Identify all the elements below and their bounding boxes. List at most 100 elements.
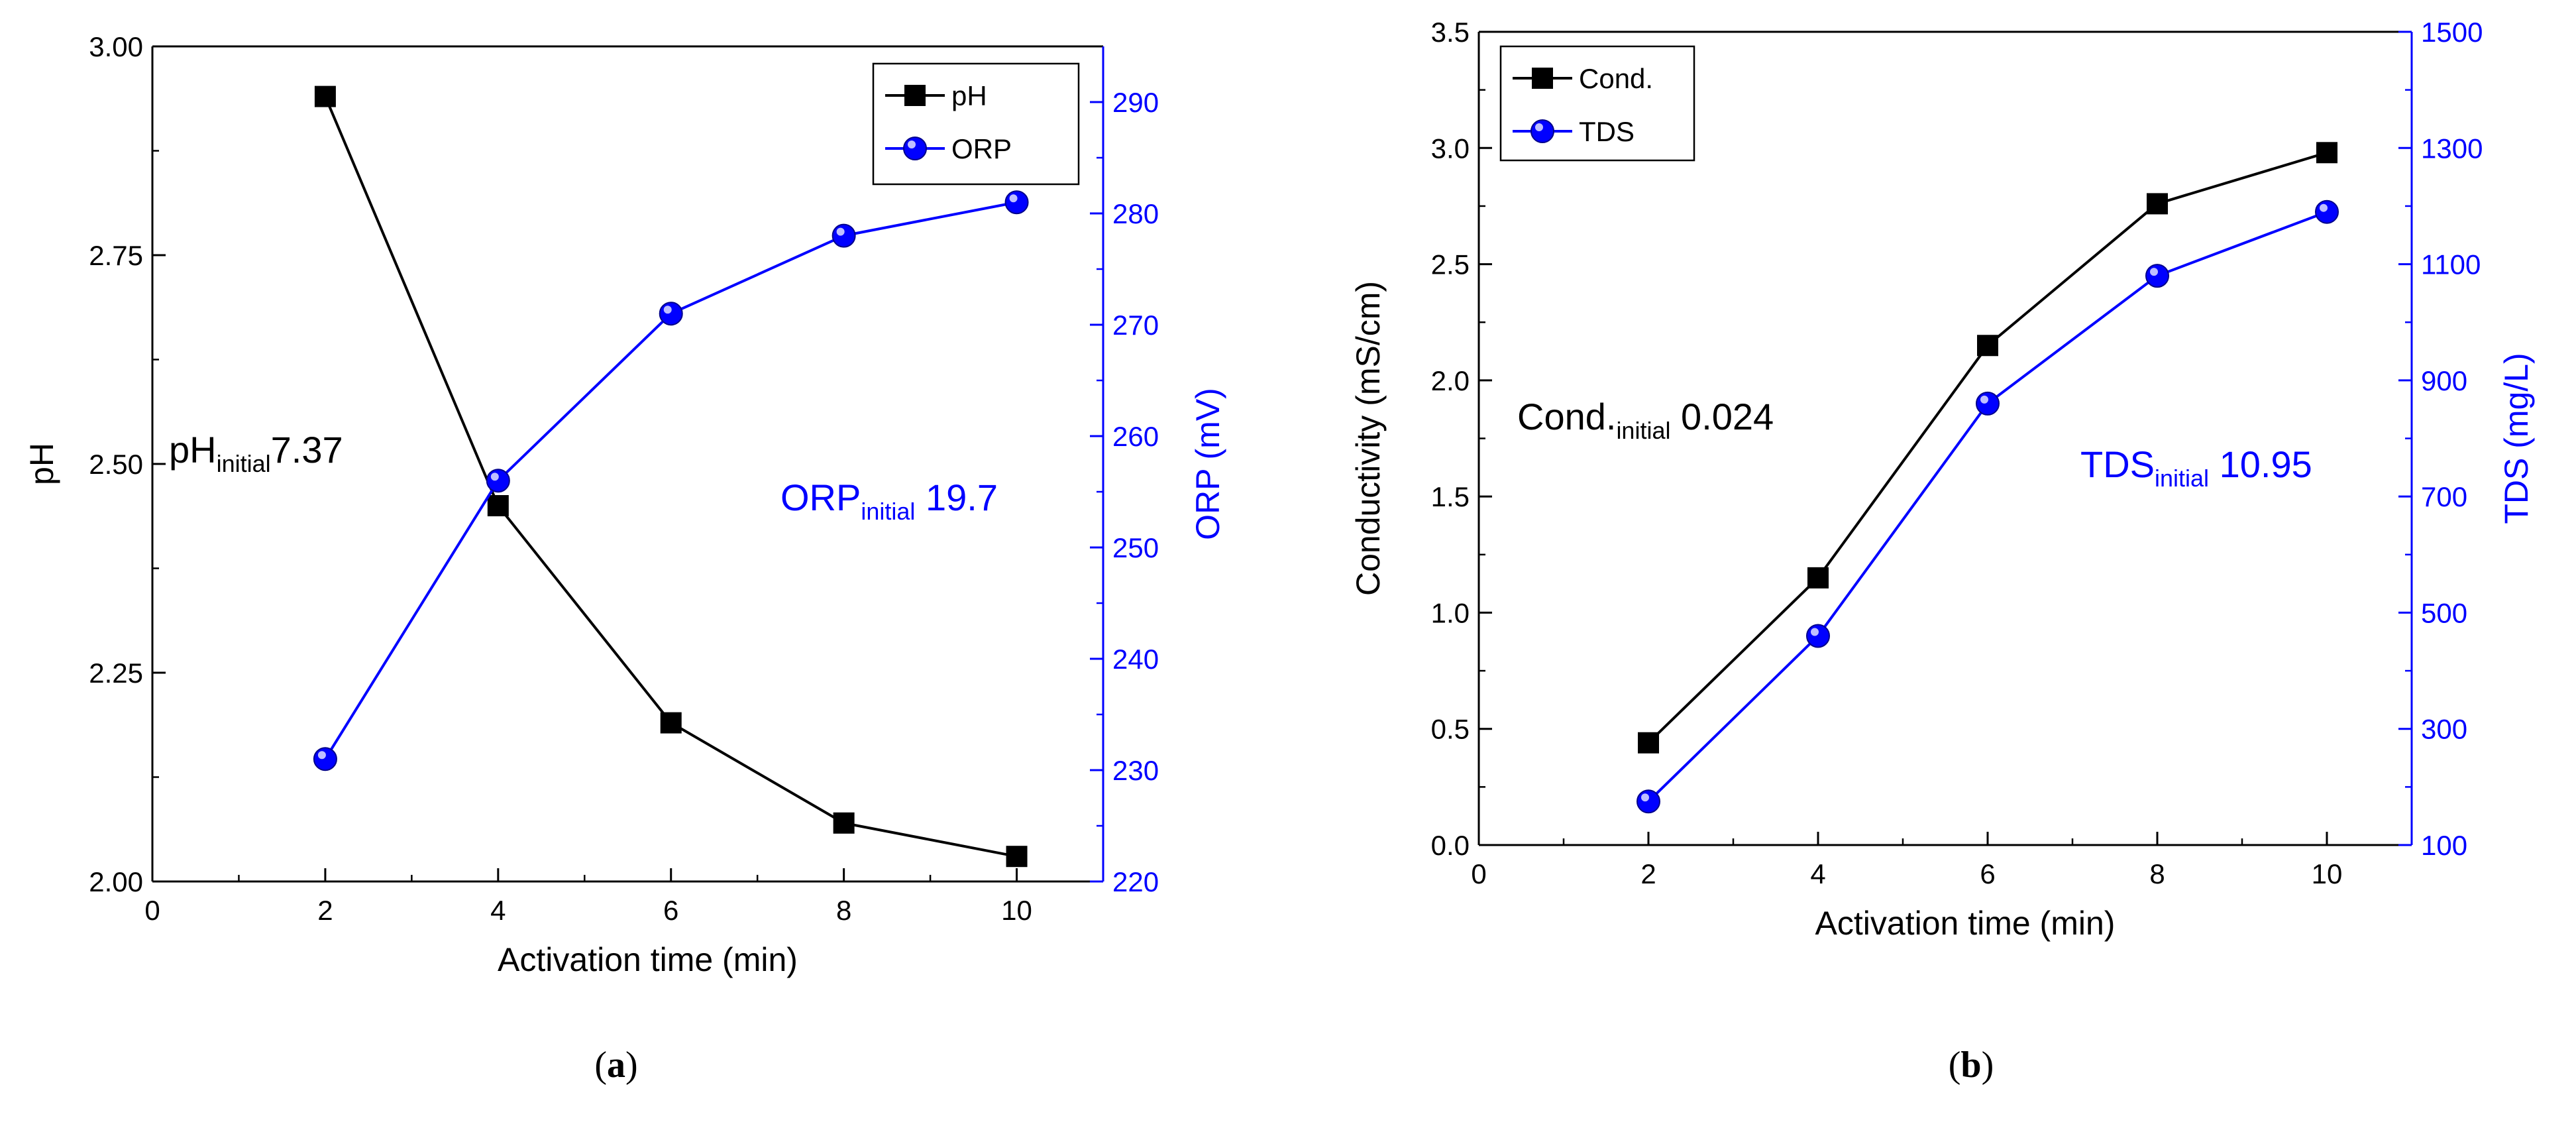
y-axis-title: pH <box>23 443 60 485</box>
data-point-circle <box>1976 391 2000 416</box>
annotation-value: 19.7 <box>915 477 998 518</box>
legend-label: ORP <box>951 133 1012 164</box>
data-point-highlight <box>1980 395 1988 404</box>
panel-label-close: ) <box>1982 1045 1994 1086</box>
y-tick-label: 0.5 <box>1431 714 1470 745</box>
y2-tick-label: 270 <box>1112 310 1159 341</box>
annotation-initial: Cond.initial 0.024 <box>1517 396 1774 444</box>
x-axis-title: Activation time (min) <box>1815 905 2116 942</box>
annotation-subscript: initial <box>1616 417 1670 444</box>
y-tick-label: 1.5 <box>1431 481 1470 512</box>
x-tick-label: 6 <box>1980 858 1995 889</box>
panel-label-close: ) <box>625 1045 638 1086</box>
x-tick-label: 0 <box>1471 858 1486 889</box>
x-tick-label: 2 <box>1640 858 1656 889</box>
panel-label-open: ( <box>1949 1045 1961 1086</box>
y-tick-label: 2.0 <box>1431 365 1470 396</box>
y2-tick-label: 300 <box>2421 714 2467 745</box>
x-tick-label: 8 <box>836 895 851 926</box>
data-point-highlight <box>490 473 499 481</box>
y2-tick-label: 1100 <box>2421 249 2481 280</box>
y-tick-label: 0.0 <box>1431 830 1470 861</box>
legend-box <box>872 62 1080 186</box>
data-point-highlight <box>836 227 845 236</box>
y2-axis-title: ORP (mV) <box>1189 388 1226 540</box>
panel-label: (a) <box>594 1045 637 1086</box>
annotation-main: Cond. <box>1517 396 1616 437</box>
legend-marker-highlight <box>908 141 916 148</box>
data-point-square <box>1638 732 1659 754</box>
data-point-square <box>2316 142 2337 164</box>
data-point-circle <box>832 223 856 248</box>
x-tick-label: 4 <box>490 895 506 926</box>
panel-label-open: ( <box>594 1045 607 1086</box>
y2-tick-label: 230 <box>1112 755 1159 786</box>
chart-panel-a: 0 2 4 6 8 10 2.00 2.25 2.50 2.75 3.00 220 230 240 250 2… <box>23 31 1226 1086</box>
data-point-highlight <box>2320 203 2328 212</box>
y2-tick-label: 290 <box>1112 87 1159 118</box>
panel-label: (b) <box>1949 1045 1994 1086</box>
y2-tick-label: 100 <box>2421 830 2467 861</box>
data-point-square <box>2147 193 2168 215</box>
legend-marker-square <box>904 85 926 106</box>
y-tick-label: 2.00 <box>89 866 143 897</box>
y-tick-label: 3.00 <box>89 31 143 62</box>
x-tick-label: 2 <box>317 895 333 926</box>
y2-tick-label: 280 <box>1112 198 1159 229</box>
data-point-circle <box>486 469 510 493</box>
data-point-square <box>1006 846 1028 868</box>
annotation-value: 0.024 <box>1670 396 1774 437</box>
y2-tick-label: 1500 <box>2421 17 2483 48</box>
annotation-subscript: initial <box>861 498 915 525</box>
y-axis-title: Conductivity (mS/cm) <box>1350 281 1387 596</box>
y2-tick-label: 220 <box>1112 866 1159 897</box>
data-point-square <box>487 495 509 516</box>
series-line-orp <box>324 201 1017 760</box>
x-tick-label: 8 <box>2149 858 2165 889</box>
y-tick-label: 3.0 <box>1431 133 1470 164</box>
y2-tick-label: 500 <box>2421 597 2467 628</box>
y-tick-label: 2.25 <box>89 657 143 689</box>
data-point-highlight <box>1641 793 1649 802</box>
y2-tick-label: 240 <box>1112 644 1159 675</box>
legend-marker-square <box>1532 68 1553 89</box>
y-tick-label: 3.5 <box>1431 17 1470 48</box>
legend-label: TDS <box>1579 116 1635 147</box>
y2-tick-label: 700 <box>2421 481 2467 512</box>
annotation-subscript: initial <box>217 450 271 477</box>
y2-tick-label: 260 <box>1112 421 1159 452</box>
data-point-square <box>314 85 336 107</box>
data-point-highlight <box>1009 194 1018 203</box>
data-point-highlight <box>2150 268 2158 276</box>
data-point-square <box>1977 335 1998 357</box>
data-point-circle <box>313 747 337 771</box>
data-point-circle <box>1806 624 1830 648</box>
data-point-highlight <box>663 306 672 314</box>
x-tick-label: 6 <box>663 895 678 926</box>
data-point-square <box>833 812 855 834</box>
y-tick-label: 2.50 <box>89 449 143 480</box>
y2-tick-label: 1300 <box>2421 133 2483 164</box>
y-tick-label: 2.75 <box>89 240 143 271</box>
annotation-initial: ORPinitial 19.7 <box>780 477 998 525</box>
x-axis-title: Activation time (min) <box>498 941 798 978</box>
panel-label-letter: a <box>607 1045 625 1086</box>
x-tick-label: 10 <box>2312 858 2343 889</box>
data-point-square <box>660 712 682 734</box>
y-tick-label: 1.0 <box>1431 597 1470 628</box>
legend-box <box>1499 45 1695 162</box>
y2-axis-title: TDS (mg/L) <box>2498 353 2535 524</box>
legend-label: pH <box>951 80 987 111</box>
legend-marker-circle <box>903 137 927 160</box>
annotation-value: 10.95 <box>2209 443 2312 485</box>
legend-marker-circle <box>1530 119 1554 143</box>
data-point-highlight <box>1811 628 1819 636</box>
annotation-main: ORP <box>780 477 861 518</box>
data-point-circle <box>2145 264 2169 288</box>
series-line-tds <box>1647 210 2328 803</box>
data-point-highlight <box>317 751 326 760</box>
annotation-main: TDS <box>2080 443 2155 485</box>
panel-label-letter: b <box>1960 1045 1981 1086</box>
data-point-square <box>1807 567 1829 589</box>
